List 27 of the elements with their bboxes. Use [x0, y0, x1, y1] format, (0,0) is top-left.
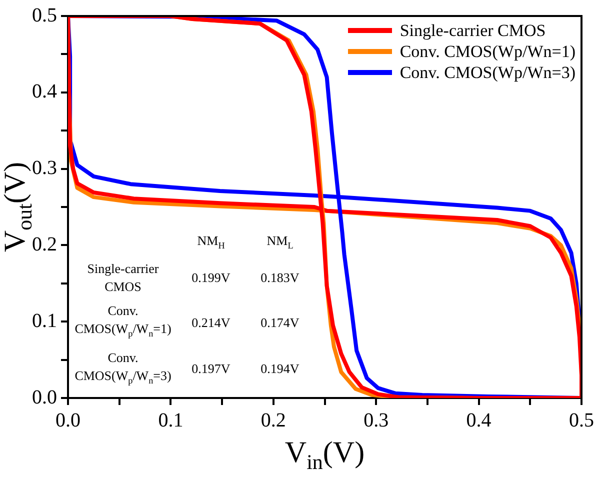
x-tick-label: 0.4 [466, 409, 492, 432]
annotation: NM$_{H}$ [196, 232, 226, 252]
x-axis-title: V$_{in}$(V) [284, 436, 365, 475]
x-tick-label: 0.1 [158, 409, 184, 432]
y-tick-label: 0.2 [32, 233, 57, 256]
y-tick-label: 0.4 [32, 80, 57, 103]
annotation: Conv. CMOS(W$_{p}$/W$_{n}$=3) [74, 349, 172, 388]
y-tick-label: 0.1 [32, 310, 57, 332]
y-tick-label: 0.3 [32, 157, 57, 180]
annotation: Single-carrier CMOS [86, 260, 160, 296]
y-tick-label: 0.5 [32, 4, 57, 26]
x-tick-label: 0.0 [56, 409, 80, 432]
annotation: 0.174V [260, 314, 300, 332]
annotation: 0.183V [260, 269, 300, 288]
annotation: 0.214V [190, 314, 232, 332]
y-tick-label: 0.0 [32, 386, 57, 408]
legend-label: Conv. CMOS(Wp/Wn=1) [400, 41, 576, 62]
x-tick-label: 0.2 [260, 409, 286, 432]
legend-label: Single-carrier CMOS [400, 20, 546, 41]
annotation: 0.199V [190, 269, 232, 288]
x-tick-label: 0.5 [569, 409, 594, 432]
x-tick-label: 0.3 [364, 409, 389, 432]
legend-label: Conv. CMOS(Wp/Wn=3) [400, 62, 576, 83]
annotation: 0.197V [190, 360, 232, 378]
annotation: Conv. CMOS(W$_{p}$/W$_{n}$=1) [74, 302, 172, 342]
annotation: 0.194V [260, 360, 300, 378]
annotation: NM$_{L}$ [266, 232, 294, 252]
